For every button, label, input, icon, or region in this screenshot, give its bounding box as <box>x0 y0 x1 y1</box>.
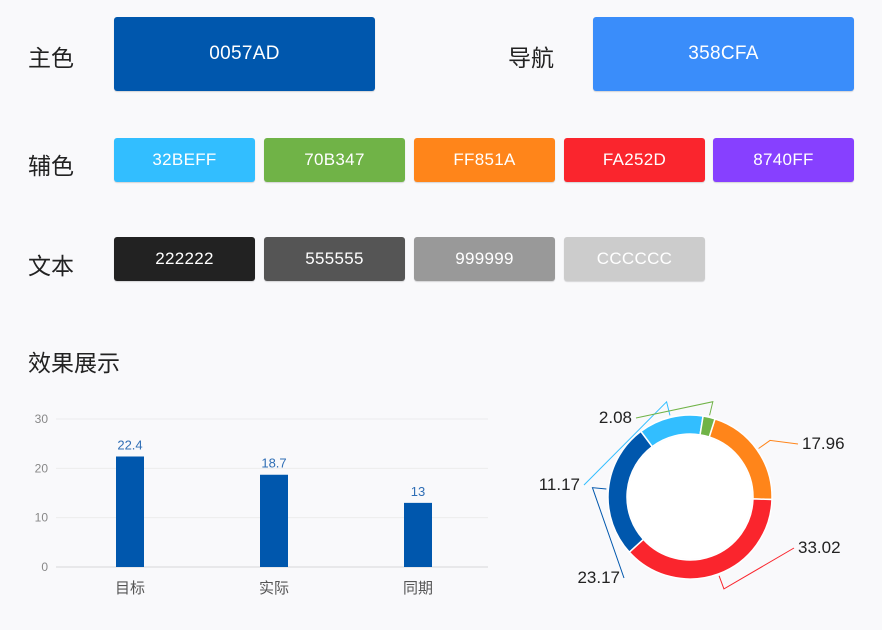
bar-value-label: 13 <box>411 484 425 499</box>
bar-value-label: 22.4 <box>117 437 142 452</box>
y-tick-label: 0 <box>41 560 48 574</box>
y-tick-label: 20 <box>35 461 49 475</box>
slice-value-label: 2.08 <box>599 408 632 427</box>
donut-hole <box>628 435 752 559</box>
x-tick-label: 实际 <box>259 580 289 597</box>
leader-line <box>718 547 795 590</box>
nav-color-swatch: 358CFA <box>593 17 854 91</box>
bar <box>404 502 432 567</box>
bar-value-label: 18.7 <box>261 456 286 471</box>
primary-color-label: 主色 <box>28 46 74 72</box>
text-swatch-555555: 555555 <box>264 237 405 281</box>
bar <box>260 474 288 567</box>
donut-slice <box>699 415 716 438</box>
text-swatch-222222: 222222 <box>114 237 255 281</box>
nav-color-label: 导航 <box>508 46 554 72</box>
secondary-color-label: 辅色 <box>28 154 74 180</box>
x-tick-label: 目标 <box>115 580 145 597</box>
y-tick-label: 30 <box>35 412 49 426</box>
y-tick-label: 10 <box>35 511 49 525</box>
x-tick-label: 同期 <box>403 580 433 597</box>
slice-value-label: 17.96 <box>802 434 845 453</box>
section-title: 效果展示 <box>28 351 120 377</box>
leader-line <box>591 487 625 579</box>
text-swatch-999999: 999999 <box>414 237 555 281</box>
leader-line <box>635 401 714 419</box>
secondary-swatch-green: 70B347 <box>264 138 405 182</box>
slice-value-label: 33.02 <box>798 538 841 557</box>
donut-chart: 17.96 33.02 23.17 11.17 2.08 <box>540 400 845 590</box>
secondary-swatch-purple: 8740FF <box>713 138 854 182</box>
text-swatch-cccccc: CCCCCC <box>564 237 705 281</box>
secondary-swatch-blue: 32BEFF <box>114 138 255 182</box>
primary-color-swatch: 0057AD <box>114 17 375 91</box>
bar-chart: 0 10 20 30 22.4 目标 18.7 实际 13 同期 <box>35 412 488 597</box>
secondary-swatch-red: FA252D <box>564 138 705 182</box>
secondary-swatch-orange: FF851A <box>414 138 555 182</box>
bar <box>116 456 144 567</box>
slice-value-label: 23.17 <box>577 568 620 587</box>
slice-value-label: 11.17 <box>540 475 580 494</box>
text-color-label: 文本 <box>28 254 74 280</box>
leader-line <box>758 439 799 449</box>
